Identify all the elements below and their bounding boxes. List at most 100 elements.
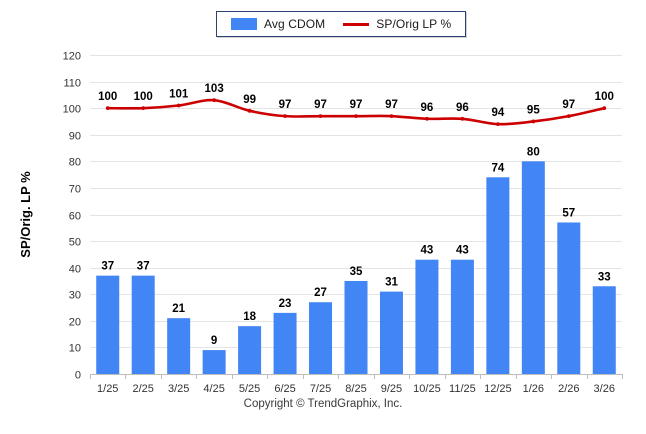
line-data-point[interactable] [283, 114, 287, 119]
y-axis-tick-label: 110 [63, 78, 81, 90]
line-value-label: 95 [527, 104, 540, 116]
line-value-label: 101 [169, 89, 189, 101]
line-value-label: 100 [595, 91, 614, 103]
line-value-label: 99 [243, 94, 256, 106]
x-axis-tick-label: 3/25 [168, 383, 189, 395]
legend-item-avg-cdom[interactable]: Avg CDOM [231, 17, 325, 31]
bar[interactable] [273, 312, 297, 374]
line-data-point[interactable] [318, 114, 323, 119]
x-axis-tick-label: 8/25 [345, 383, 366, 395]
y-axis-title-label: SP/Orig. LP % [18, 171, 33, 258]
line-value-label: 97 [562, 99, 575, 111]
copyright-note: Copyright © TrendGraphix, Inc. [243, 398, 403, 410]
x-axis-tick-label: 2/26 [558, 383, 579, 395]
y-axis-tick-label: 20 [69, 317, 81, 329]
line-data-point[interactable] [531, 119, 536, 124]
x-axis-tick-label: 1/26 [523, 383, 544, 395]
line-data-point[interactable] [212, 98, 217, 103]
line-value-label: 97 [350, 99, 363, 111]
line-data-point[interactable] [566, 114, 571, 119]
y-axis-tick-label: 80 [69, 157, 81, 169]
y-axis-title: SP/Orig. LP % [18, 171, 33, 258]
x-axis-tick-label: 11/25 [449, 383, 476, 395]
bar-value-label: 27 [314, 287, 327, 299]
bar[interactable] [167, 318, 191, 374]
x-axis-tick-label: 4/25 [203, 383, 224, 395]
bar-value-label: 57 [562, 207, 575, 219]
line-data-point[interactable] [247, 108, 252, 113]
bar[interactable] [131, 275, 155, 374]
bar[interactable] [344, 280, 368, 374]
bar[interactable] [415, 259, 439, 374]
y-axis-tick-label: 40 [69, 264, 81, 276]
line-value-label: 100 [134, 91, 153, 103]
bar-value-labels: 37 37 21 9 18 23 27 35 31 43 43 74 80 57 33 [101, 146, 610, 347]
bar-value-label: 37 [137, 261, 150, 273]
y-axis-tick-label: 30 [69, 290, 81, 302]
bar-value-label: 9 [211, 335, 217, 347]
bar-value-label: 31 [385, 277, 398, 289]
line-data-point[interactable] [460, 116, 465, 121]
line-value-label: 96 [421, 102, 434, 114]
line-data-point[interactable] [389, 114, 394, 119]
bar-value-label: 35 [350, 266, 363, 278]
y-axis-tick-label: 50 [69, 237, 81, 249]
x-axis-tick-label: 6/25 [274, 383, 295, 395]
bar-swatch-icon [231, 18, 257, 30]
line-data-point[interactable] [425, 116, 429, 121]
x-axis-tick-label: 7/25 [310, 383, 331, 395]
bar-value-label: 74 [491, 162, 504, 174]
bar[interactable] [309, 302, 333, 374]
x-axis-tick-label: 9/25 [381, 383, 402, 395]
legend-item-label: Avg CDOM [264, 17, 326, 31]
x-axis-tick-label: 2/25 [132, 383, 153, 395]
bar-value-label: 80 [527, 146, 540, 158]
bar-series [96, 161, 616, 374]
bar[interactable] [450, 259, 474, 374]
y-axis-tick-label: 60 [69, 211, 81, 223]
bar-value-label: 33 [598, 271, 611, 283]
line-data-point[interactable] [495, 122, 500, 127]
line-data-point[interactable] [105, 106, 110, 111]
legend-item-sp-orig-lp[interactable]: SP/Orig LP % [343, 17, 451, 31]
bar[interactable] [592, 286, 616, 374]
line-swatch-icon [343, 22, 370, 26]
line-value-label: 97 [385, 99, 398, 111]
bar[interactable] [557, 222, 581, 374]
line-data-point[interactable] [141, 106, 146, 111]
bar-value-label: 23 [279, 298, 292, 310]
line-value-label: 94 [491, 107, 504, 119]
line-value-label: 100 [98, 91, 117, 103]
y-axis-tick-label: 90 [69, 131, 81, 143]
line-data-point[interactable] [354, 114, 358, 119]
bar-value-label: 43 [421, 245, 434, 257]
bar[interactable] [521, 161, 545, 374]
line-data-point[interactable] [602, 106, 607, 111]
x-axis-tick-label: 5/25 [239, 383, 260, 395]
bar-value-label: 43 [456, 245, 469, 257]
line-data-point[interactable] [176, 103, 181, 108]
bar-value-label: 18 [243, 311, 256, 323]
bar-value-label: 21 [172, 303, 185, 315]
line-value-label: 96 [456, 102, 469, 114]
y-axis-tick-label: 70 [69, 184, 81, 196]
bar[interactable] [96, 275, 120, 374]
line-value-label: 97 [314, 99, 327, 111]
x-axis-ticks: 1/25 2/25 3/25 4/25 5/25 6/25 7/25 8/25 9/25 10/2… [90, 374, 623, 395]
y-axis-tick-label: 120 [63, 51, 81, 63]
x-axis-tick-label: 10/25 [413, 383, 441, 395]
x-axis-tick-label: 3/26 [594, 383, 615, 395]
bar[interactable] [202, 350, 226, 374]
bar[interactable] [238, 326, 262, 374]
chart-legend: Avg CDOM SP/Orig LP % [216, 11, 467, 37]
legend-item-label: SP/Orig LP % [376, 17, 452, 31]
line-value-label: 97 [279, 99, 292, 111]
y-axis-ticks: 0 10 20 30 40 50 60 70 80 90 100 110 120 [63, 51, 81, 382]
bar[interactable] [486, 177, 510, 374]
line-series [105, 98, 607, 127]
bar[interactable] [379, 291, 403, 374]
y-axis-tick-label: 10 [69, 343, 81, 355]
